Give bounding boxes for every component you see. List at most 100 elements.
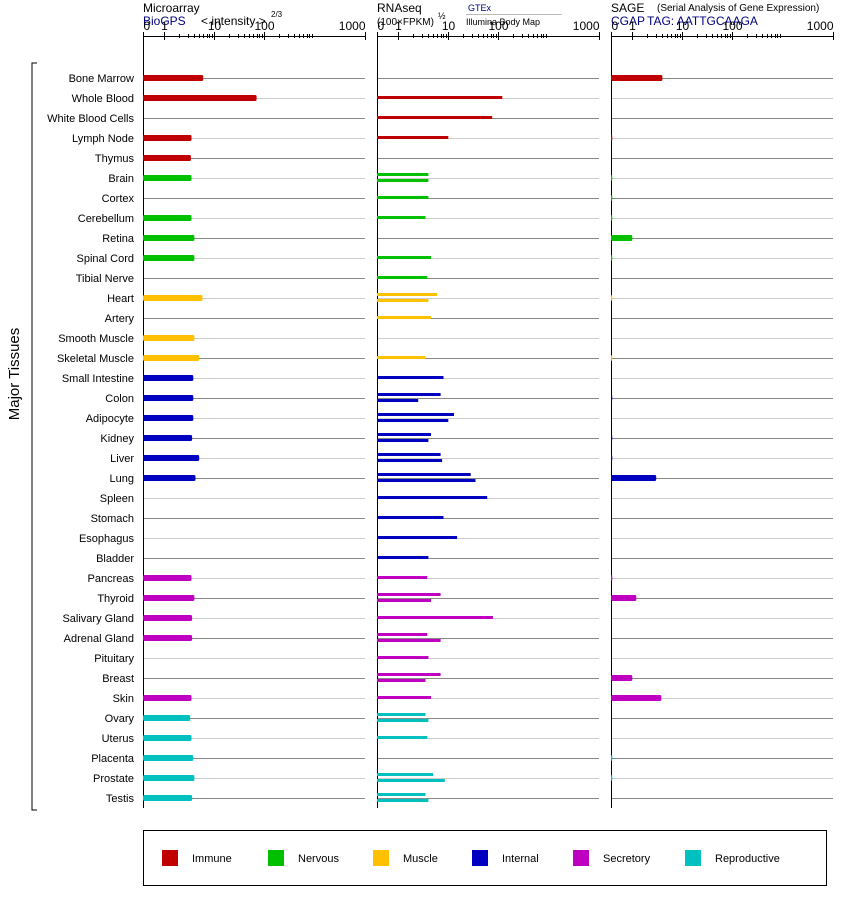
rnaseq-bar — [377, 179, 429, 182]
microarray-bar — [143, 235, 195, 241]
legend-swatch-muscle — [373, 850, 389, 866]
sage-bar — [611, 235, 633, 241]
tick-label: 1 — [161, 19, 168, 33]
tissue-label: Artery — [105, 313, 135, 325]
tick-label: 1 — [629, 19, 636, 33]
rnaseq-bar — [377, 696, 431, 699]
tissue-label: Skin — [113, 693, 134, 705]
rnaseq-bar — [377, 413, 454, 416]
rnaseq-bar — [377, 633, 428, 636]
sage-bar — [611, 455, 613, 461]
sage-bar — [611, 775, 613, 781]
tissue-label: Pituitary — [94, 653, 134, 665]
tissue-label: Placenta — [91, 753, 135, 765]
tissue-label: Testis — [106, 793, 135, 805]
tissue-label: Kidney — [100, 433, 134, 445]
microarray-bar — [143, 75, 204, 81]
sage-bar — [611, 475, 657, 481]
rnaseq-bar — [377, 793, 426, 796]
sage-bar — [611, 195, 613, 201]
microarray-bar — [143, 135, 192, 141]
tissue-label: Adipocyte — [86, 413, 134, 425]
rnaseq-bar — [377, 399, 419, 402]
microarray-bar — [143, 695, 192, 701]
y-axis-label: Major Tissues — [6, 328, 23, 421]
tick-label: 10 — [676, 19, 690, 33]
rnaseq-bar — [377, 453, 441, 456]
tick-label: 10 — [208, 19, 222, 33]
tissue-label: Colon — [105, 393, 134, 405]
tissue-label: Esophagus — [79, 533, 135, 545]
rnaseq-bar — [377, 656, 429, 659]
sage-bar — [611, 75, 663, 81]
tick-label: 0 — [378, 19, 385, 33]
rnaseq-scale-exponent: ½ — [438, 11, 446, 21]
tissue-label: Lung — [110, 473, 134, 485]
rnaseq-bar — [377, 639, 441, 642]
legend-swatch-immune — [162, 850, 178, 866]
microarray-bar — [143, 775, 195, 781]
microarray-bar — [143, 615, 193, 621]
sage-bar — [611, 255, 613, 261]
rnaseq-bar — [377, 173, 429, 176]
panel-axes: 0 1 10 100 1000 0 1 10 100 1000 0 1 10 100 1000 — [143, 19, 834, 808]
tissue-label: Spleen — [100, 493, 134, 505]
microarray-bar — [143, 375, 194, 381]
rnaseq-bar — [377, 576, 428, 579]
legend-label-muscle: Muscle — [403, 853, 438, 865]
microarray-bar — [143, 455, 200, 461]
sage-bar — [611, 575, 613, 581]
rnaseq-bar — [377, 593, 441, 596]
rnaseq-bar — [377, 773, 434, 776]
legend-label-immune: Immune — [192, 853, 232, 865]
expression-bars — [143, 75, 663, 802]
microarray-bar — [143, 255, 195, 261]
rnaseq-bar — [377, 719, 429, 722]
bracket-line — [31, 62, 37, 811]
legend-swatch-secretory — [573, 850, 589, 866]
legend-label-reproductive: Reproductive — [715, 853, 780, 865]
tissue-label: Retina — [102, 233, 135, 245]
legend-label-secretory: Secretory — [603, 853, 651, 865]
rnaseq-bar — [377, 679, 426, 682]
tissue-label: Adrenal Gland — [64, 633, 134, 645]
tissue-label: Skeletal Muscle — [57, 353, 134, 365]
microarray-bar — [143, 295, 203, 301]
microarray-title: Microarray — [143, 1, 200, 15]
tissue-label: Small Intestine — [62, 373, 134, 385]
tissue-label: Thymus — [95, 153, 135, 165]
tissue-label: Salivary Gland — [62, 613, 134, 625]
rnaseq-bar — [377, 293, 438, 296]
rnaseq-bar — [377, 276, 428, 279]
tissue-label: Smooth Muscle — [58, 333, 134, 345]
legend-box — [143, 830, 827, 886]
tissue-label: White Blood Cells — [47, 113, 134, 125]
legend-swatch-internal — [472, 850, 488, 866]
tick-label: 1000 — [573, 19, 600, 33]
rnaseq-bar — [377, 439, 429, 442]
sage-bar — [611, 295, 613, 301]
tissue-label: Heart — [107, 293, 134, 305]
biogps-source: BioGPS — [143, 14, 186, 28]
tissue-label: Bladder — [96, 553, 134, 565]
microarray-bar — [143, 215, 192, 221]
tissue-label: Tibial Nerve — [76, 273, 134, 285]
rnaseq-bar — [377, 496, 488, 499]
tick-label: 1000 — [339, 19, 366, 33]
tick-label: 100 — [254, 19, 274, 33]
tissue-label: Liver — [110, 453, 134, 465]
cgap-source: CGAP — [611, 14, 645, 28]
rnaseq-bar — [377, 196, 429, 199]
tissue-labels: Bone Marrow Whole Blood White Blood Cells L… — [47, 73, 135, 805]
microarray-bar — [143, 475, 196, 481]
tissue-label: Spinal Cord — [77, 253, 134, 265]
rnaseq-bar — [377, 713, 426, 716]
rnaseq-bar — [377, 799, 429, 802]
tick-label: 1 — [395, 19, 402, 33]
sage-bar — [611, 675, 633, 681]
tissue-label: Bone Marrow — [69, 73, 134, 85]
rnaseq-bar — [377, 473, 471, 476]
microarray-bar — [143, 575, 192, 581]
tissue-label: Uterus — [102, 733, 135, 745]
